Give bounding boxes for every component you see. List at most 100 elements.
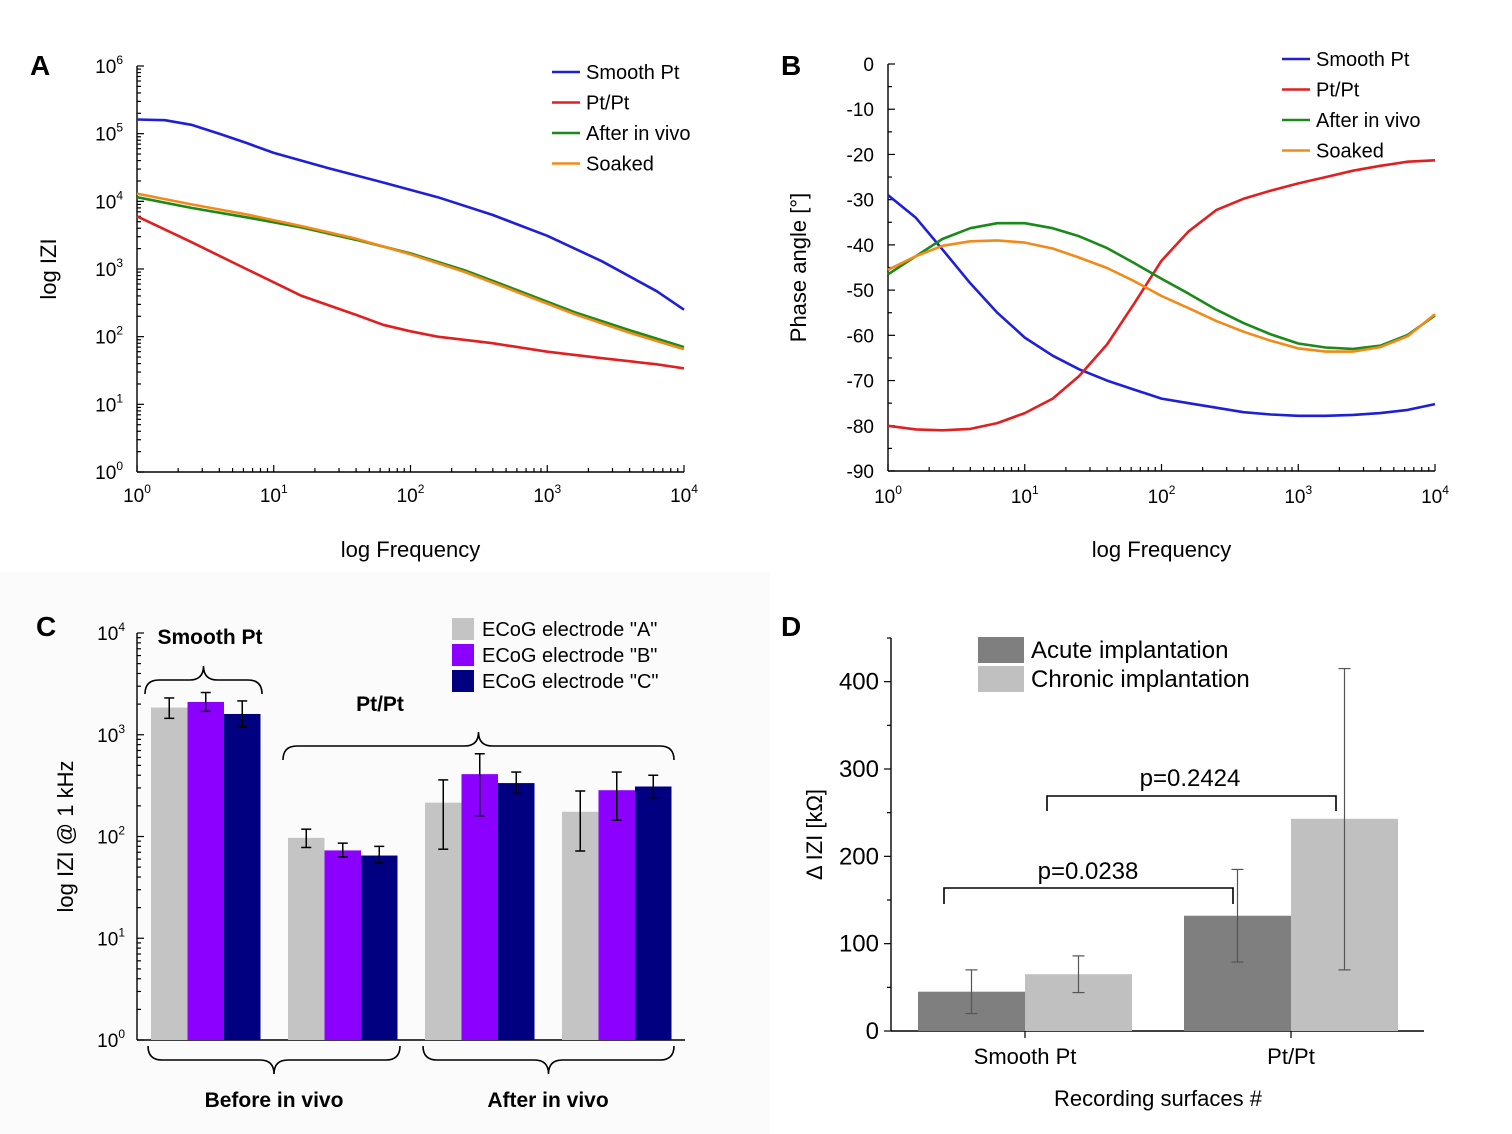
x-tick-label: 100 [123, 482, 151, 507]
bar [598, 790, 635, 1040]
legend-swatch [978, 637, 1024, 663]
bar [187, 701, 224, 1040]
y-tick-label: -10 [847, 100, 874, 121]
y-tick-label: -60 [847, 326, 874, 347]
bar [635, 786, 672, 1040]
x-tick-label: 100 [874, 483, 902, 508]
group-brace [422, 1045, 675, 1075]
y-tick-label: 100 [97, 1027, 125, 1052]
x-tick-label: 102 [1148, 483, 1176, 508]
bar [151, 707, 188, 1040]
legend-label: Smooth Pt [1316, 49, 1410, 71]
series-line-soaked [136, 192, 685, 351]
group-brace [147, 1045, 401, 1075]
group-label-after: After in vivo [487, 1089, 608, 1112]
significance-bracket [943, 887, 1234, 904]
x-tick-label: 102 [397, 482, 425, 507]
y-axis-title: Δ IZI [kΩ] [802, 789, 827, 880]
series-line-pt-pt [136, 215, 685, 370]
series-line-soaked [887, 239, 1436, 353]
x-tick-label: 104 [1421, 483, 1449, 508]
y-tick-label: 100 [95, 459, 123, 484]
y-tick-label: 104 [95, 188, 123, 213]
x-tick-label: 104 [670, 482, 698, 507]
bar [288, 837, 325, 1040]
legend-label: Smooth Pt [586, 62, 680, 84]
y-tick-label: 103 [95, 256, 123, 281]
x-tick-label: 103 [1284, 483, 1312, 508]
y-tick-label: 103 [97, 722, 125, 747]
legend-label: Soaked [1316, 141, 1384, 163]
p-value-label: p=0.0238 [1038, 858, 1139, 885]
y-tick-label: -40 [847, 236, 874, 257]
y-axis-title: Phase angle [°] [786, 193, 811, 342]
legend-label: ECoG electrode "B" [482, 645, 657, 667]
y-tick-label: -80 [847, 417, 874, 438]
legend-label: Chronic implantation [1031, 666, 1250, 693]
y-tick-label: 106 [95, 53, 123, 78]
y-tick-label: 0 [863, 55, 874, 76]
bar [324, 850, 361, 1040]
y-tick-label: 105 [95, 121, 123, 146]
y-tick-label: 400 [839, 669, 879, 696]
legend-swatch [978, 666, 1024, 692]
y-tick-label: 0 [866, 1018, 879, 1045]
y-tick-label: 102 [97, 824, 125, 849]
legend-label: Acute implantation [1031, 637, 1228, 664]
bar [224, 713, 261, 1040]
legend-swatch [452, 670, 474, 692]
panel-letter-a: A [30, 50, 50, 81]
y-tick-label: 102 [95, 324, 123, 349]
legend-swatch [452, 618, 474, 640]
p-value-label: p=0.2424 [1140, 765, 1241, 792]
panel-letter-d: D [781, 611, 801, 642]
x-tick-label: 103 [533, 482, 561, 507]
series-line-after-in-vivo [887, 221, 1436, 351]
y-tick-label: -90 [847, 462, 874, 483]
x-tick-label: Pt/Pt [1267, 1044, 1315, 1069]
y-tick-label: 200 [839, 843, 879, 870]
x-axis-title: log Frequency [1092, 537, 1231, 562]
legend-label: Soaked [586, 154, 654, 176]
legend-label: Pt/Pt [586, 93, 630, 115]
group-label-smooth-pt: Smooth Pt [158, 626, 263, 649]
y-tick-label: -30 [847, 191, 874, 212]
y-tick-label: -20 [847, 145, 874, 166]
legend-label: ECoG electrode "C" [482, 671, 659, 693]
y-tick-label: 101 [95, 391, 123, 416]
legend-swatch [452, 644, 474, 666]
panel-letter-b: B [781, 50, 801, 81]
panel-c-bar-chart: 100 101 102 103 104 log IZI @ 1 kHz ECoG elect… [53, 618, 685, 1112]
panel-letter-c: C [36, 611, 56, 642]
y-tick-label: 101 [97, 925, 125, 950]
series-line-smooth-pt [136, 118, 685, 311]
bar [498, 783, 535, 1040]
legend-label: Pt/Pt [1316, 80, 1360, 102]
panel-d-bar-chart: 0 100 200 300 400 Δ IZI [kΩ] Smooth Pt Pt/PtRec… [802, 637, 1424, 1111]
y-tick-label: 104 [97, 620, 125, 645]
significance-bracket [1046, 795, 1337, 811]
panel-a-impedance-chart: 100 101 102 103 104 105 106 100 101 102 103 104 log … [36, 53, 698, 562]
bar [461, 774, 498, 1040]
group-label-pt-pt: Pt/Pt [356, 693, 404, 716]
group-label-before: Before in vivo [205, 1089, 344, 1112]
x-axis-title: Recording surfaces # [1054, 1086, 1263, 1111]
y-tick-label: -50 [847, 281, 874, 302]
x-tick-label: Smooth Pt [974, 1044, 1077, 1069]
y-tick-label: 100 [839, 931, 879, 958]
series-line-smooth-pt [887, 194, 1436, 418]
legend-label: After in vivo [586, 123, 690, 145]
y-axis-title: log IZI @ 1 kHz [53, 761, 78, 913]
y-tick-label: 300 [839, 756, 879, 783]
legend-label: After in vivo [1316, 110, 1420, 132]
series-line-pt-pt [887, 159, 1436, 432]
y-axis-title: log IZI [36, 238, 61, 299]
bar [361, 855, 398, 1040]
x-axis-title: log Frequency [341, 537, 480, 562]
x-tick-label: 101 [1011, 483, 1039, 508]
legend-label: ECoG electrode "A" [482, 619, 657, 641]
x-tick-label: 101 [260, 482, 288, 507]
group-brace [282, 731, 675, 761]
